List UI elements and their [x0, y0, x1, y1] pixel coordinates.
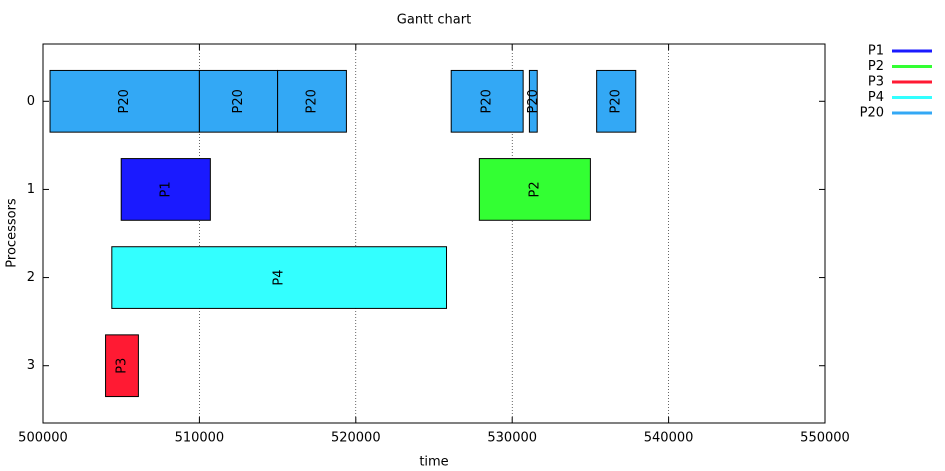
task-bar: [49, 69, 200, 133]
task-bar: [111, 246, 448, 309]
legend-label: P4: [868, 90, 884, 105]
legend-label: P1: [868, 44, 884, 59]
task-label: P20: [231, 89, 246, 113]
chart-title: Gantt chart: [397, 13, 471, 28]
x-tick-label: 530000: [487, 431, 537, 446]
task-bar: [528, 69, 538, 133]
legend-label: P2: [868, 59, 884, 74]
y-tick-label: 1: [27, 182, 35, 197]
task-label: P20: [526, 89, 541, 113]
x-axis-label: time: [419, 455, 448, 470]
task-bar: [450, 69, 524, 133]
task-bar: [277, 69, 347, 133]
x-tick-label: 510000: [175, 431, 225, 446]
task-label: P1: [158, 181, 173, 197]
task-bar: [478, 158, 591, 221]
legend-label: P20: [860, 106, 884, 121]
task-label: P3: [114, 358, 129, 374]
task-bar: [596, 69, 637, 133]
task-bar: [105, 334, 139, 398]
y-axis-label: Processors: [5, 198, 20, 268]
x-tick-label: 520000: [331, 431, 381, 446]
x-tick-label: 550000: [800, 431, 850, 446]
y-tick-label: 2: [27, 270, 35, 285]
x-tick-label: 540000: [644, 431, 694, 446]
task-bar: [120, 158, 211, 221]
plot-border: [42, 43, 826, 424]
task-label: P4: [272, 270, 287, 286]
task-bar: [198, 69, 279, 133]
y-tick-label: 3: [27, 358, 35, 373]
task-label: P20: [480, 89, 495, 113]
task-label: P2: [527, 181, 542, 197]
task-label: P20: [305, 89, 320, 113]
y-tick-label: 0: [27, 94, 35, 109]
task-label: P20: [609, 89, 624, 113]
legend-label: P3: [868, 75, 884, 90]
task-label: P20: [117, 89, 132, 113]
x-tick-label: 500000: [18, 431, 68, 446]
